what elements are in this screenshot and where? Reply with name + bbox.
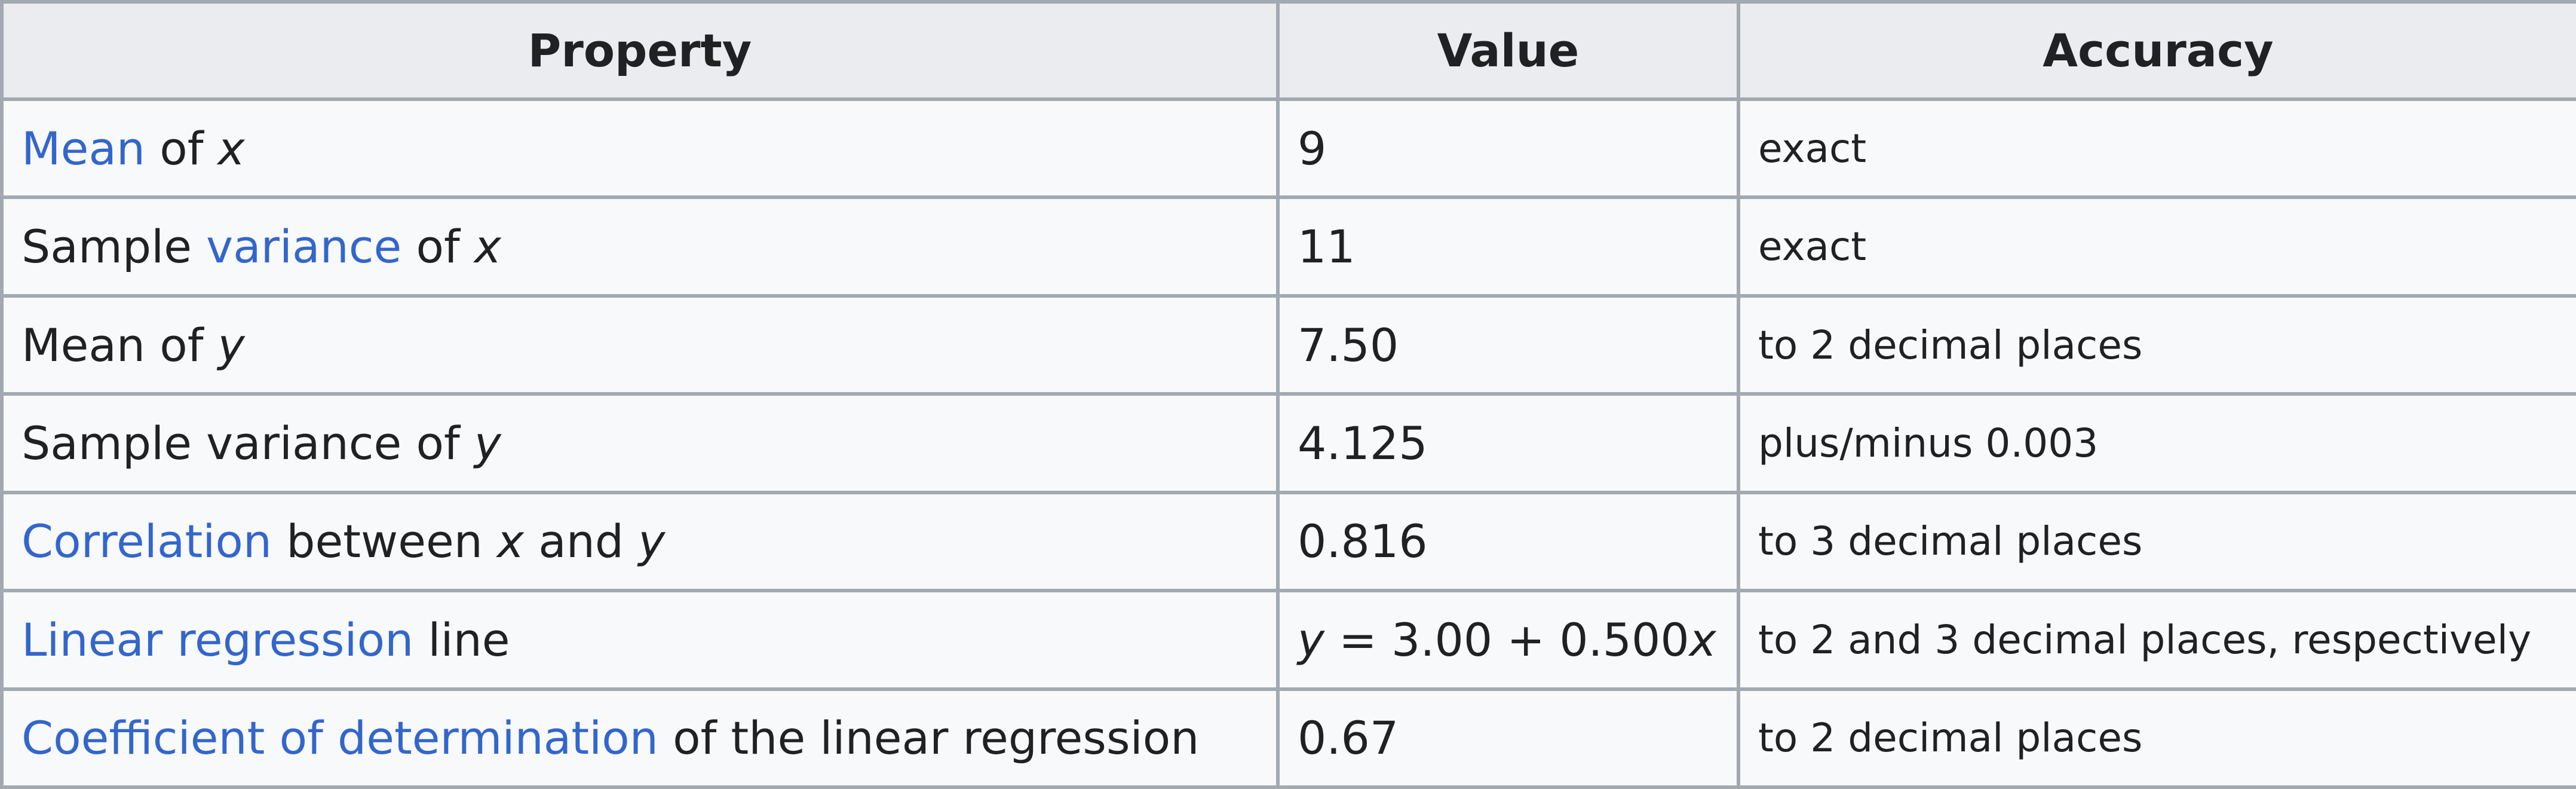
property-text: and (524, 515, 639, 568)
property-cell: Sample variance of x (0, 195, 1280, 298)
correlation-link[interactable]: Correlation (22, 515, 272, 568)
variable-y: y (217, 318, 245, 372)
property-cell: Mean of y (0, 293, 1280, 396)
table-row: Correlation between x and y 0.816 to 3 d… (0, 490, 2576, 593)
variable-x: x (1689, 613, 1716, 666)
property-text: Mean of (22, 318, 218, 372)
accuracy-cell: plus/minus 0.003 (1737, 392, 2576, 494)
property-cell: Sample variance of y (0, 392, 1280, 494)
variable-x: x (217, 121, 245, 175)
accuracy-cell: exact (1737, 97, 2576, 200)
table-header-row: Property Value Accuracy (0, 0, 2576, 101)
table-row: Mean of y 7.50 to 2 decimal places (0, 293, 2576, 396)
value-cell: 4.125 (1276, 392, 1740, 494)
variable-y: y (1298, 613, 1324, 666)
property-text: between (272, 515, 498, 568)
property-text: of (145, 121, 218, 175)
value-cell: 0.67 (1276, 687, 1740, 789)
value-cell: 0.816 (1276, 490, 1740, 593)
variable-y: y (638, 515, 666, 568)
linear-regression-link[interactable]: Linear regression (22, 613, 414, 666)
variable-x: x (497, 515, 525, 568)
property-cell: Correlation between x and y (0, 490, 1280, 593)
table-row: Sample variance of x 11 exact (0, 195, 2576, 298)
variance-link[interactable]: variance (206, 220, 402, 274)
header-accuracy: Accuracy (1737, 0, 2576, 101)
variable-y: y (474, 416, 501, 470)
property-text: of (401, 220, 474, 274)
regression-equation: = 3.00 + 0.500 (1324, 613, 1689, 666)
accuracy-cell: to 3 decimal places (1737, 490, 2576, 593)
property-text: Sample variance of (22, 416, 474, 470)
value-cell: 11 (1276, 195, 1740, 298)
property-cell: Coefficient of determination of the line… (0, 687, 1280, 789)
accuracy-cell: to 2 and 3 decimal places, respectively (1737, 589, 2576, 691)
property-text: of the linear regression (658, 711, 1200, 765)
accuracy-cell: exact (1737, 195, 2576, 298)
header-value: Value (1276, 0, 1740, 101)
coefficient-of-determination-link[interactable]: Coefficient of determination (22, 711, 658, 765)
property-text: Sample (22, 220, 207, 274)
property-text: line (413, 613, 510, 666)
accuracy-cell: to 2 decimal places (1737, 687, 2576, 789)
table-row: Mean of x 9 exact (0, 97, 2576, 200)
mean-link[interactable]: Mean (22, 121, 146, 175)
header-property: Property (0, 0, 1280, 101)
property-cell: Linear regression line (0, 589, 1280, 691)
table-row: Linear regression line y = 3.00 + 0.500x… (0, 589, 2576, 691)
table-row: Coefficient of determination of the line… (0, 687, 2576, 789)
property-cell: Mean of x (0, 97, 1280, 200)
table-row: Sample variance of y 4.125 plus/minus 0.… (0, 392, 2576, 494)
variable-x: x (474, 220, 501, 274)
value-cell: 9 (1276, 97, 1740, 200)
value-cell: y = 3.00 + 0.500x (1276, 589, 1740, 691)
value-cell: 7.50 (1276, 293, 1740, 396)
accuracy-cell: to 2 decimal places (1737, 293, 2576, 396)
